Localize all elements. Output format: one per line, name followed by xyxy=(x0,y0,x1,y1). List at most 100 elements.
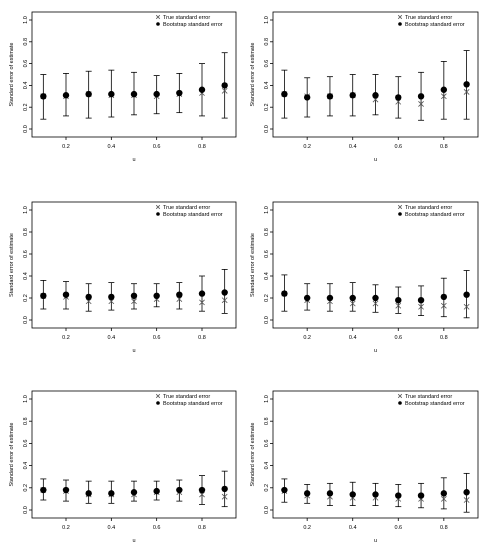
y-tick-label: 0.8 xyxy=(264,38,270,46)
y-tick-label: 0.4 xyxy=(23,272,29,280)
legend-cross-marker xyxy=(397,393,403,399)
y-tick-label: 0.8 xyxy=(23,228,29,236)
bootstrap-se-point xyxy=(372,92,379,99)
panel-4: 0.0 0.2 0.4 0.6 0.8 1.0 0.2 0.4 0.6 0.8 u Standard … xyxy=(250,201,479,354)
true-se-point xyxy=(463,497,470,503)
x-tick-label: 0.4 xyxy=(349,144,357,150)
bootstrap-se-point xyxy=(40,93,47,100)
bootstrap-se-point xyxy=(349,294,356,302)
y-tick-label: 0.6 xyxy=(264,440,270,448)
legend-dot-marker xyxy=(156,212,160,216)
bootstrap-se-point xyxy=(108,293,115,301)
x-tick-label: 0.2 xyxy=(62,144,70,150)
legend-label-bootstrap: Bootstrap standard error xyxy=(405,22,465,28)
bootstrap-se-point xyxy=(108,490,115,497)
bootstrap-se-point xyxy=(85,293,92,301)
bootstrap-se-point xyxy=(440,86,448,93)
bootstrap-se-point xyxy=(130,489,138,496)
bootstrap-se-point xyxy=(372,294,379,302)
bootstrap-se-point xyxy=(62,291,70,298)
y-tick-label: 0.4 xyxy=(264,462,270,470)
x-tick-label: 0.2 xyxy=(62,525,70,531)
true-se-point xyxy=(395,302,402,309)
legend-label-true: True standard error xyxy=(163,394,210,400)
x-tick-label: 0.6 xyxy=(394,335,402,341)
bootstrap-se-point xyxy=(395,94,402,101)
y-tick-label: 1.0 xyxy=(264,16,270,24)
bootstrap-se-point xyxy=(303,94,311,101)
x-tick-label: 0.8 xyxy=(198,144,206,150)
y-axis-title: Standard error of estimate xyxy=(9,233,15,297)
panel-2: 0.0 0.2 0.4 0.6 0.8 1.0 0.2 0.4 0.6 0.8 u Standard … xyxy=(250,11,479,163)
true-se-point xyxy=(221,493,228,500)
legend-label-bootstrap: Bootstrap standard error xyxy=(163,401,223,407)
x-axis-title: u xyxy=(374,157,377,163)
y-axis-title: Standard error of estimate xyxy=(250,43,256,107)
bootstrap-se-point xyxy=(463,489,470,496)
y-tick-label: 0.6 xyxy=(23,250,29,258)
y-tick-label: 0.8 xyxy=(23,38,29,46)
true-se-point xyxy=(131,298,137,305)
bootstrap-se-point xyxy=(326,490,334,497)
y-tick-label: 0.4 xyxy=(23,462,29,470)
y-tick-label: 0.2 xyxy=(264,103,270,111)
y-tick-label: 0.6 xyxy=(23,440,29,448)
legend-label-true: True standard error xyxy=(405,15,452,21)
y-tick-label: 0.6 xyxy=(23,60,29,68)
x-tick-label: 0.8 xyxy=(440,525,448,531)
y-tick-label: 0.2 xyxy=(23,294,29,302)
true-se-point xyxy=(440,302,447,309)
x-tick-label: 0.4 xyxy=(108,335,116,341)
bootstrap-se-point xyxy=(281,486,288,494)
x-tick-label: 0.4 xyxy=(349,525,357,531)
true-se-point xyxy=(440,496,447,502)
bootstrap-se-point xyxy=(153,487,160,495)
bootstrap-se-point xyxy=(153,292,160,299)
plot-frame xyxy=(31,390,237,519)
x-tick-label: 0.4 xyxy=(108,525,116,531)
legend-label-bootstrap: Bootstrap standard error xyxy=(405,212,465,218)
bootstrap-se-point xyxy=(463,81,470,88)
bootstrap-se-point xyxy=(62,486,70,494)
legend-label-bootstrap: Bootstrap standard error xyxy=(163,22,223,28)
plot-frame xyxy=(272,390,479,519)
y-tick-label: 1.0 xyxy=(264,395,270,403)
y-axis-title: Standard error of estimate xyxy=(250,423,256,487)
y-tick-label: 0.0 xyxy=(23,316,29,324)
y-tick-label: 1.0 xyxy=(23,16,29,24)
plot-frame xyxy=(31,11,237,138)
bootstrap-se-point xyxy=(130,292,138,299)
y-tick-label: 0.4 xyxy=(23,82,29,90)
y-tick-label: 0.2 xyxy=(23,103,29,111)
bootstrap-se-point xyxy=(281,290,288,297)
bootstrap-se-point xyxy=(130,90,138,98)
legend-cross-marker xyxy=(155,14,161,20)
legend-cross-marker xyxy=(397,204,403,210)
bootstrap-se-point xyxy=(463,291,470,298)
x-tick-label: 0.2 xyxy=(62,335,70,341)
legend-cross-marker xyxy=(397,14,403,20)
bootstrap-se-point xyxy=(176,89,183,97)
y-tick-label: 0.4 xyxy=(264,82,270,90)
bootstrap-se-point xyxy=(281,90,288,98)
true-se-point xyxy=(199,299,205,306)
legend-label-true: True standard error xyxy=(163,205,210,211)
bootstrap-se-point xyxy=(417,297,425,304)
x-tick-label: 0.8 xyxy=(198,525,206,531)
y-tick-label: 0.2 xyxy=(264,484,270,492)
bootstrap-se-point xyxy=(417,492,425,499)
bootstrap-se-point xyxy=(221,485,228,493)
x-tick-label: 0.2 xyxy=(303,335,311,341)
true-se-point xyxy=(372,300,379,307)
y-tick-label: 0.8 xyxy=(264,228,270,236)
x-tick-label: 0.6 xyxy=(153,335,161,341)
x-tick-label: 0.6 xyxy=(394,525,402,531)
y-tick-label: 0.2 xyxy=(23,484,29,492)
true-se-point xyxy=(221,297,228,304)
bootstrap-se-point xyxy=(303,294,311,302)
panel-1: 0.0 0.2 0.4 0.6 0.8 1.0 0.2 0.4 0.6 0.8 u Standard … xyxy=(9,11,237,163)
